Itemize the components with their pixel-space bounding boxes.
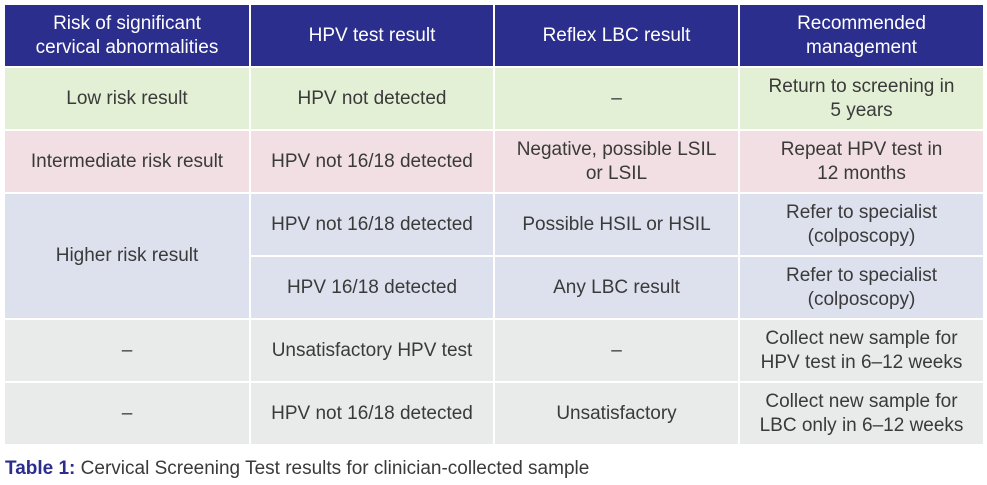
cell-lbc: Negative, possible LSIL or LSIL: [493, 129, 740, 194]
cell-lbc: Any LBC result: [493, 255, 740, 320]
header-hpv: HPV test result: [249, 3, 495, 68]
header-hpv-label: HPV test result: [308, 24, 436, 46]
management-line2: LBC only in 6–12 weeks: [759, 414, 964, 436]
cell-management: Refer to specialist (colposcopy): [738, 192, 985, 257]
table-row-unsatisfactory-lbc: – HPV not 16/18 detected Unsatisfactory …: [3, 381, 985, 446]
cell-hpv: HPV not 16/18 detected: [249, 129, 495, 194]
management-line2: (colposcopy): [807, 288, 916, 310]
management-line2: (colposcopy): [807, 225, 916, 247]
cell-hpv: HPV not 16/18 detected: [249, 381, 495, 446]
table-row-intermediate-risk: Intermediate risk result HPV not 16/18 d…: [3, 129, 985, 194]
cell-management: Collect new sample for HPV test in 6–12 …: [738, 318, 985, 383]
cell-hpv: HPV not detected: [249, 66, 495, 131]
cell-risk: –: [3, 381, 251, 446]
cell-lbc: Possible HSIL or HSIL: [493, 192, 740, 257]
lbc-line2: or LSIL: [585, 162, 648, 184]
cell-lbc: Unsatisfactory: [493, 381, 740, 446]
header-lbc-label: Reflex LBC result: [542, 24, 691, 46]
management-line1: Collect new sample for: [765, 390, 958, 412]
cell-management: Collect new sample for LBC only in 6–12 …: [738, 381, 985, 446]
header-risk-line2: cervical abnormalities: [35, 36, 219, 58]
table-caption: Table 1: Cervical Screening Test results…: [5, 458, 589, 480]
header-management-line2: management: [806, 36, 917, 58]
cell-lbc: –: [493, 66, 740, 131]
table-header-row: Risk of significant cervical abnormaliti…: [3, 3, 985, 68]
management-line1: Refer to specialist: [785, 201, 937, 223]
management-line2: HPV test in 6–12 weeks: [760, 351, 963, 373]
header-management-line1: Recommended: [797, 12, 926, 34]
table-row-higher-risk-b: HPV 16/18 detected Any LBC result Refer …: [4, 255, 985, 320]
screening-results-table: Risk of significant cervical abnormaliti…: [3, 3, 985, 446]
header-lbc: Reflex LBC result: [493, 3, 740, 68]
cell-risk: Low risk result: [3, 66, 251, 131]
cell-lbc: –: [493, 318, 740, 383]
management-line2: 5 years: [830, 99, 893, 121]
management-line1: Repeat HPV test in: [780, 138, 943, 160]
cell-risk: –: [3, 318, 251, 383]
management-line1: Refer to specialist: [785, 264, 937, 286]
table-row-low-risk: Low risk result HPV not detected – Retur…: [3, 66, 985, 131]
caption-label: Table 1:: [5, 458, 76, 479]
cell-management: Return to screening in 5 years: [738, 66, 985, 131]
cell-hpv: HPV not 16/18 detected: [249, 192, 495, 257]
header-risk: Risk of significant cervical abnormaliti…: [3, 3, 251, 68]
cell-management: Refer to specialist (colposcopy): [738, 255, 985, 320]
header-risk-line1: Risk of significant: [53, 12, 201, 34]
lbc-line1: Negative, possible LSIL: [516, 138, 717, 160]
management-line2: 12 months: [817, 162, 906, 184]
cell-risk: Higher risk result: [3, 192, 251, 320]
management-line1: Collect new sample for: [765, 327, 958, 349]
header-management: Recommended management: [738, 3, 985, 68]
cell-hpv: HPV 16/18 detected: [249, 255, 495, 320]
cell-risk: Intermediate risk result: [3, 129, 251, 194]
table-row-higher-risk-a: Higher risk result HPV not 16/18 detecte…: [3, 192, 985, 320]
table-row-unsatisfactory-hpv: – Unsatisfactory HPV test – Collect new …: [3, 318, 985, 383]
cell-management: Repeat HPV test in 12 months: [738, 129, 985, 194]
cell-hpv: Unsatisfactory HPV test: [249, 318, 495, 383]
management-line1: Return to screening in: [768, 75, 955, 97]
caption-text: Cervical Screening Test results for clin…: [75, 458, 590, 479]
